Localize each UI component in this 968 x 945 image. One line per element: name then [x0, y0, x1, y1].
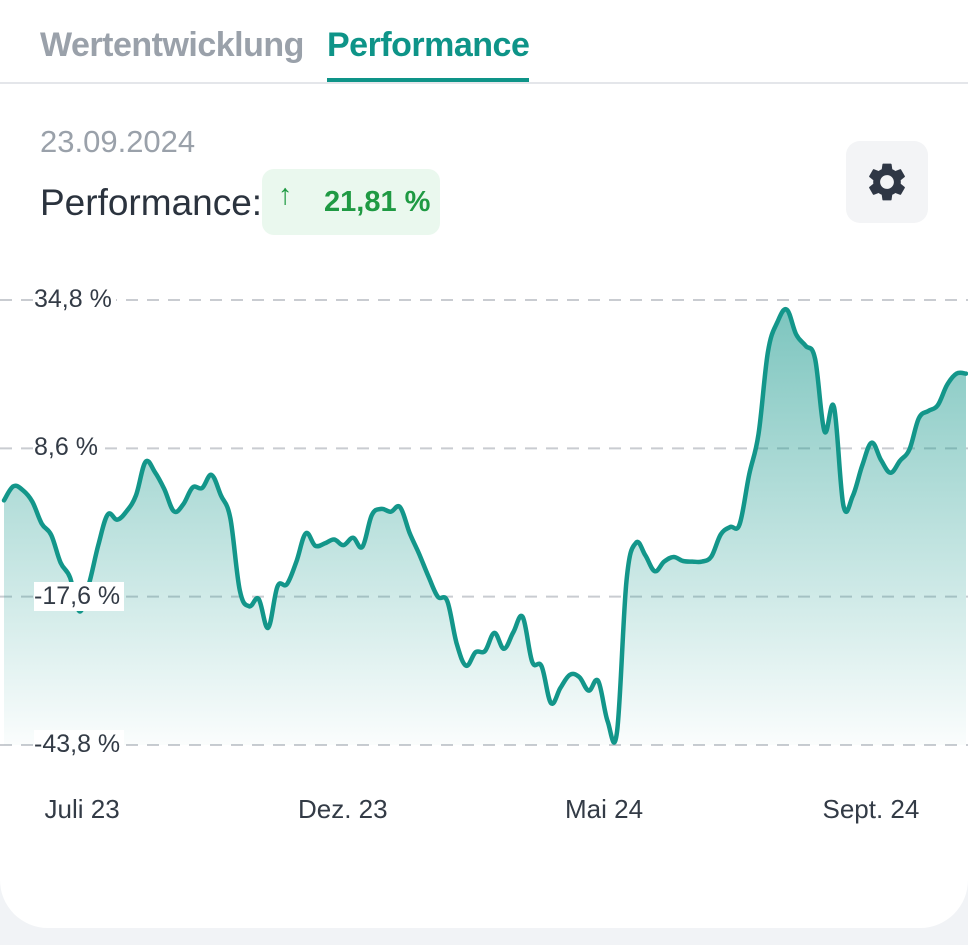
x-tick-label: Sept. 24 [822, 794, 920, 824]
tab-bar: Wertentwicklung Performance [0, 0, 968, 84]
settings-button[interactable] [846, 141, 928, 223]
y-tick-label: 34,8 % [34, 285, 116, 314]
performance-value: 21,81 % [324, 186, 431, 218]
x-tick-label: Dez. 23 [298, 794, 388, 824]
series-line [1, 307, 968, 745]
gear-icon [869, 163, 905, 201]
performance-badge: ↑ 21,81 % [262, 169, 440, 235]
tab-performance[interactable]: Performance [327, 26, 530, 82]
performance-label: Performance: [40, 182, 263, 223]
x-tick-label: Juli 23 [44, 794, 120, 824]
selected-date: 23.09.2024 [40, 124, 196, 159]
y-tick-label: -17,6 % [34, 581, 125, 611]
x-tick-label: Mai 24 [565, 794, 644, 824]
y-tick-label: 8,6 % [34, 433, 102, 463]
tab-wertentwicklung[interactable]: Wertentwicklung [40, 26, 304, 64]
y-tick-label: -43,8 % [34, 730, 125, 759]
series-area [4, 309, 966, 745]
arrow-up-icon: ↑ [278, 179, 293, 211]
